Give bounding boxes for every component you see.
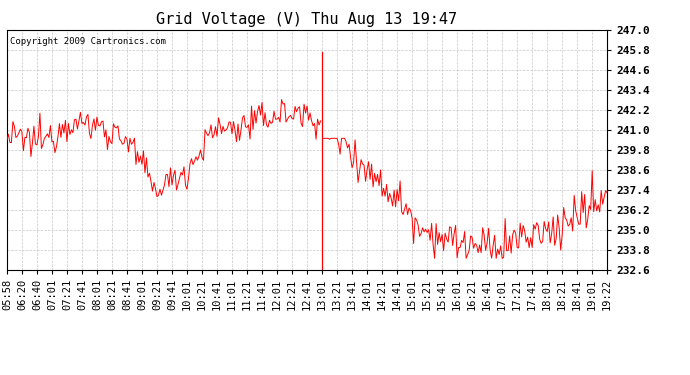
Title: Grid Voltage (V) Thu Aug 13 19:47: Grid Voltage (V) Thu Aug 13 19:47 (157, 12, 457, 27)
Text: Copyright 2009 Cartronics.com: Copyright 2009 Cartronics.com (10, 37, 166, 46)
